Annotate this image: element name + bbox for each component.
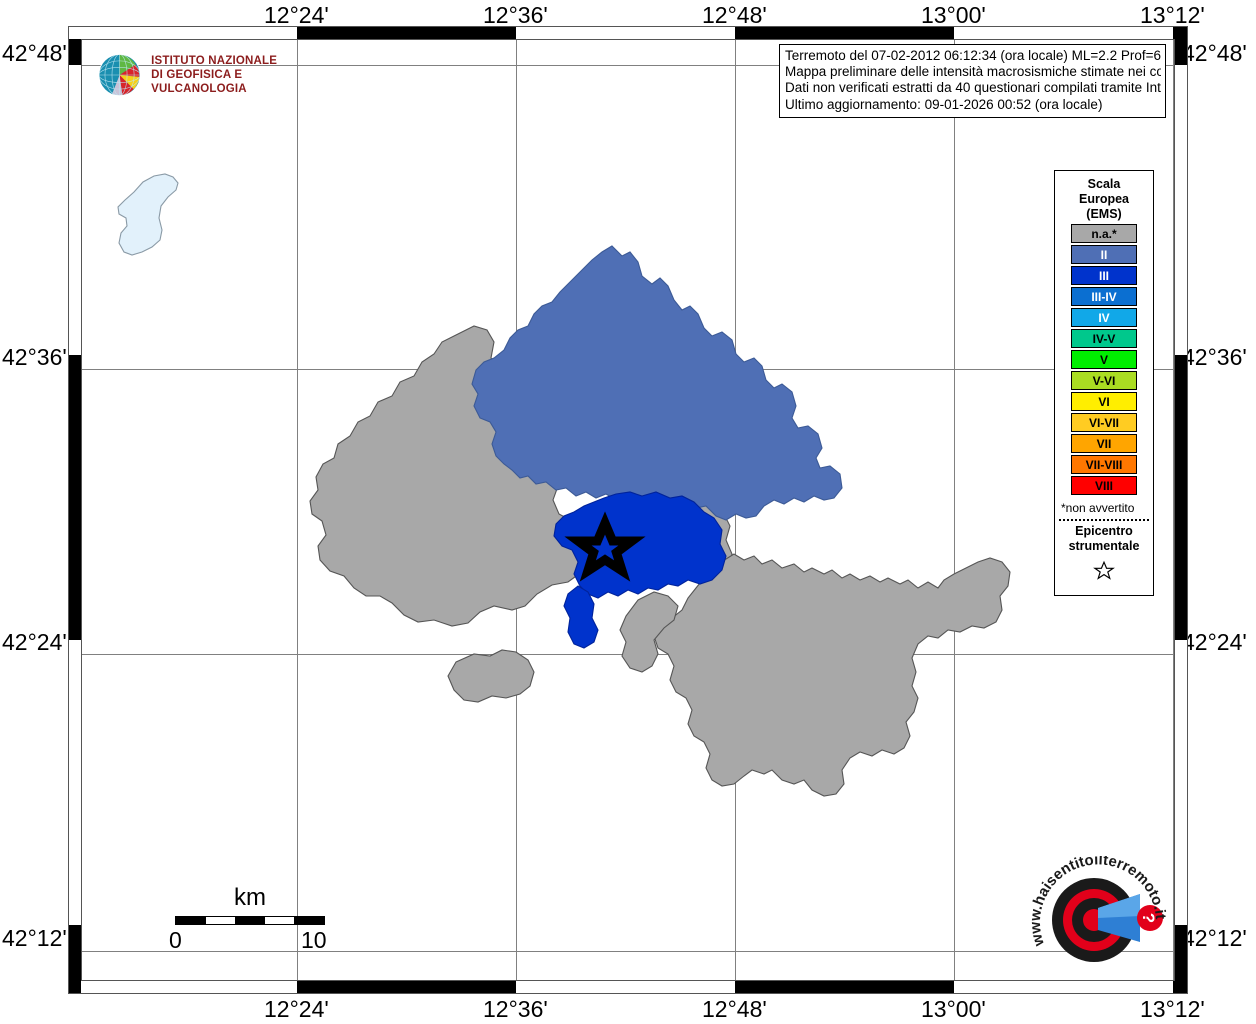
lon-label-top-5: 13°12' xyxy=(1140,2,1205,28)
lon-label-bottom-5: 13°12' xyxy=(1140,996,1205,1022)
legend-epicenter-line2: strumentale xyxy=(1068,539,1140,553)
graticule-seg-bottom-2 xyxy=(735,981,954,993)
scale-min-label: 0 xyxy=(169,927,182,953)
lon-label-bottom-2: 12°36' xyxy=(483,996,548,1022)
gridline-lon-13-00 xyxy=(954,40,955,980)
lat-label-left-3: 42°24' xyxy=(2,629,67,655)
gridline-lat-42-48 xyxy=(82,65,1174,66)
lat-label-right-4: 42°12' xyxy=(1182,925,1247,951)
legend-swatch-list: n.a.* II III III-IV IV IV-V V V-VI VI VI-VII VII VI… xyxy=(1059,224,1149,495)
legend-footnote: *non avvertito xyxy=(1061,501,1135,515)
legend-swatch-vi[interactable]: VI xyxy=(1071,392,1137,411)
region-ems-III-tongue[interactable] xyxy=(563,585,599,649)
hsit-target-icon: ? www.haisentitoilterremoto.it xyxy=(1027,851,1169,962)
lon-label-top-4: 13°00' xyxy=(921,2,986,28)
info-line-source: Dati non verificati estratti da 40 quest… xyxy=(785,80,1161,96)
region-gray-southeast[interactable] xyxy=(653,553,1011,797)
lat-label-left-2: 42°36' xyxy=(2,344,67,370)
graticule-seg-top-3 xyxy=(1173,27,1187,39)
legend-title-line1: Scala xyxy=(1087,177,1121,191)
map-frame xyxy=(68,26,1188,994)
lon-label-bottom-3: 12°48' xyxy=(702,996,767,1022)
gridline-lon-13-12 xyxy=(1173,40,1174,980)
info-line-event: Terremoto del 07-02-2012 06:12:34 (ora l… xyxy=(785,48,1161,63)
scale-unit-label: km xyxy=(234,884,266,911)
graticule-band-inner xyxy=(81,39,1175,981)
legend-epicenter-star xyxy=(1059,554,1149,587)
ingv-logo: ISTITUTO NAZIONALE DI GEOFISICA E VULCAN… xyxy=(96,46,311,104)
graticule-seg-top-1 xyxy=(297,27,516,39)
star-outline-icon xyxy=(1093,560,1115,580)
graticule-seg-top-2 xyxy=(735,27,954,39)
info-line-updated: Ultimo aggiornamento: 09-01-2026 00:52 (… xyxy=(785,96,1103,112)
svg-text:?: ? xyxy=(1139,913,1158,923)
lon-label-bottom-4: 13°00' xyxy=(921,996,986,1022)
graticule-band-outer xyxy=(68,26,1188,994)
ems-legend: Scala Europea (EMS) n.a.* II III III-IV IV IV… xyxy=(1054,170,1154,596)
lat-label-left-1: 42°48' xyxy=(2,40,67,66)
graticule-seg-right-3 xyxy=(1175,925,1187,993)
legend-swatch-vii-viii[interactable]: VII-VIII xyxy=(1071,455,1137,474)
ingv-logo-line1: ISTITUTO NAZIONALE xyxy=(151,55,278,67)
legend-swatch-viii[interactable]: VIII xyxy=(1071,476,1137,495)
lat-label-right-3: 42°24' xyxy=(1182,629,1247,655)
graticule-seg-right-1 xyxy=(1175,39,1187,65)
lon-label-bottom-1: 12°24' xyxy=(264,996,329,1022)
legend-swatch-iv[interactable]: IV xyxy=(1071,308,1137,327)
legend-swatch-v[interactable]: V xyxy=(1071,350,1137,369)
graticule-seg-left-1 xyxy=(69,39,81,65)
lon-label-top-2: 12°36' xyxy=(483,2,548,28)
graticule-seg-left-3 xyxy=(69,925,81,993)
lat-label-right-1: 42°48' xyxy=(1182,40,1247,66)
info-line-summary: Mappa preliminare delle intensità macros… xyxy=(785,64,1161,80)
region-ems-III[interactable] xyxy=(553,491,727,599)
scale-max-label: 10 xyxy=(301,927,327,953)
legend-swatch-ii[interactable]: II xyxy=(1071,245,1137,264)
lat-label-right-2: 42°36' xyxy=(1182,344,1247,370)
graticule-seg-right-2 xyxy=(1175,355,1187,640)
region-gray-midstrip[interactable] xyxy=(619,591,679,673)
legend-title-line3: (EMS) xyxy=(1086,207,1122,221)
ingv-globe-icon xyxy=(98,53,141,97)
legend-swatch-vii[interactable]: VII xyxy=(1071,434,1137,453)
hsit-watermark[interactable]: ? www.haisentitoilterremoto.it xyxy=(1027,851,1178,991)
lake-polygon xyxy=(117,173,179,256)
scale-bar-numbers: 0 10 xyxy=(169,925,327,953)
legend-swatch-iii-iv[interactable]: III-IV xyxy=(1071,287,1137,306)
legend-epicenter-line1: Epicentro xyxy=(1075,524,1133,538)
scale-bar: km 0 10 xyxy=(169,884,327,953)
legend-swatch-n-a-[interactable]: n.a.* xyxy=(1071,224,1137,243)
legend-swatch-iv-v[interactable]: IV-V xyxy=(1071,329,1137,348)
scale-bar-segments xyxy=(175,916,325,925)
gridline-lat-42-12 xyxy=(82,951,1174,952)
legend-swatch-vi-vii[interactable]: VI-VII xyxy=(1071,413,1137,432)
region-gray-southwest[interactable] xyxy=(447,649,535,703)
legend-title-line2: Europea xyxy=(1078,192,1129,206)
map-plot-area[interactable] xyxy=(82,40,1174,980)
lat-label-left-4: 42°12' xyxy=(2,925,67,951)
event-info-box: Terremoto del 07-02-2012 06:12:34 (ora l… xyxy=(779,44,1166,118)
graticule-seg-left-2 xyxy=(69,355,81,640)
map-geometry xyxy=(117,173,1011,797)
epicenter-star-icon[interactable] xyxy=(564,511,646,582)
ingv-logo-line2: DI GEOFISICA E VULCANOLOGIA xyxy=(151,69,247,95)
gridline-lon-12-24 xyxy=(297,40,298,980)
lon-label-top-3: 12°48' xyxy=(702,2,767,28)
region-ems-II[interactable] xyxy=(471,245,843,521)
legend-swatch-v-vi[interactable]: V-VI xyxy=(1071,371,1137,390)
graticule-seg-bottom-1 xyxy=(297,981,516,993)
legend-divider xyxy=(1059,519,1149,521)
lon-label-top-1: 12°24' xyxy=(264,2,329,28)
legend-swatch-iii[interactable]: III xyxy=(1071,266,1137,285)
